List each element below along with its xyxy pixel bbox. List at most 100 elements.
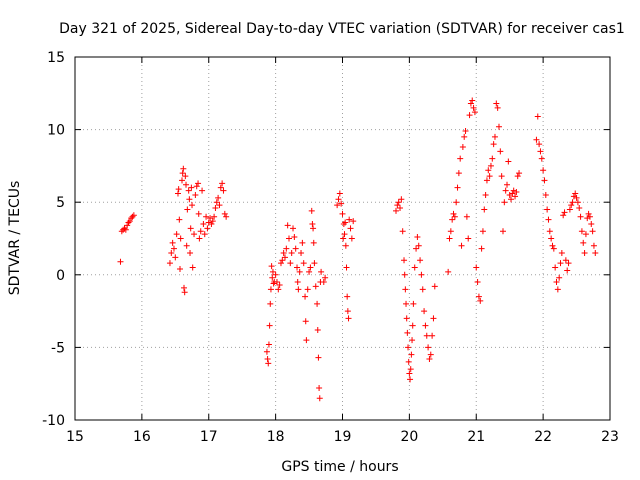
data-point	[409, 337, 416, 344]
data-point	[413, 245, 420, 252]
data-point	[283, 245, 290, 252]
data-point	[205, 219, 212, 226]
data-point	[430, 315, 437, 322]
data-point	[128, 215, 135, 222]
data-point	[314, 326, 321, 333]
data-point	[495, 123, 502, 130]
data-point	[264, 356, 271, 363]
data-point	[445, 268, 452, 275]
data-point	[221, 210, 228, 217]
data-point	[508, 196, 515, 203]
data-point	[494, 104, 501, 111]
data-point	[398, 196, 405, 203]
data-point	[189, 202, 196, 209]
data-point	[279, 257, 286, 264]
y-tick-label: -10	[42, 413, 65, 429]
data-point	[348, 235, 355, 242]
x-tick-label: 17	[200, 429, 218, 445]
y-tick-label: 15	[47, 50, 65, 66]
data-point	[490, 141, 497, 148]
data-point	[427, 351, 434, 358]
x-axis-label: GPS time / hours	[281, 459, 398, 475]
data-point	[419, 286, 426, 293]
data-point	[207, 215, 214, 222]
data-point	[431, 283, 438, 290]
data-point	[409, 322, 416, 329]
data-point	[287, 260, 294, 267]
data-point	[310, 225, 317, 232]
data-point	[208, 220, 215, 227]
data-point	[467, 100, 474, 107]
data-point	[407, 366, 414, 373]
data-point	[570, 193, 577, 200]
data-point	[176, 216, 183, 223]
data-point	[193, 183, 200, 190]
data-point	[124, 222, 131, 229]
data-point	[562, 257, 569, 264]
data-point	[415, 242, 422, 249]
data-point	[489, 155, 496, 162]
data-point	[395, 199, 402, 206]
x-tick-label: 21	[467, 429, 485, 445]
data-point	[577, 213, 584, 220]
data-point	[268, 263, 275, 270]
data-point	[450, 210, 457, 217]
data-point	[481, 206, 488, 213]
data-point	[215, 194, 222, 201]
data-point	[394, 202, 401, 209]
data-point	[173, 231, 180, 238]
data-point	[576, 205, 583, 212]
data-point	[498, 173, 505, 180]
data-point	[471, 109, 478, 116]
data-point	[473, 264, 480, 271]
data-point	[223, 213, 230, 220]
data-point	[311, 260, 318, 267]
data-point	[265, 360, 272, 367]
data-point	[534, 113, 541, 120]
data-point	[177, 235, 184, 242]
data-point	[550, 245, 557, 252]
data-point	[485, 167, 492, 174]
data-point	[500, 228, 506, 235]
data-point	[554, 286, 561, 293]
data-point	[509, 190, 516, 197]
data-point	[407, 376, 414, 383]
data-point	[211, 213, 218, 220]
data-point	[307, 264, 314, 271]
data-point	[589, 228, 596, 235]
data-point	[182, 173, 189, 180]
data-point	[338, 200, 345, 207]
data-point	[399, 228, 406, 235]
data-point	[566, 206, 573, 213]
data-point	[185, 187, 192, 194]
data-point	[187, 250, 194, 257]
data-point	[312, 283, 319, 290]
data-point	[291, 234, 298, 241]
y-axis-label: SDTVAR / TECUs	[7, 181, 23, 296]
data-point	[203, 213, 210, 220]
data-point	[316, 385, 323, 392]
data-point	[505, 158, 512, 165]
data-point	[592, 250, 599, 257]
data-point	[491, 133, 498, 140]
data-point	[277, 260, 284, 267]
data-point	[219, 180, 226, 187]
data-point	[393, 207, 399, 214]
data-point	[422, 322, 429, 329]
data-point	[118, 228, 125, 235]
data-point	[549, 242, 556, 249]
data-point	[447, 228, 454, 235]
data-point	[315, 354, 322, 361]
data-point	[451, 213, 458, 220]
data-point	[286, 235, 292, 242]
data-point	[411, 264, 418, 271]
data-point	[294, 264, 301, 271]
data-point	[269, 274, 276, 281]
data-point	[201, 231, 208, 238]
data-point	[466, 112, 473, 119]
data-point	[585, 210, 592, 217]
data-point	[343, 264, 350, 271]
data-point	[475, 293, 482, 300]
data-point	[183, 181, 190, 188]
